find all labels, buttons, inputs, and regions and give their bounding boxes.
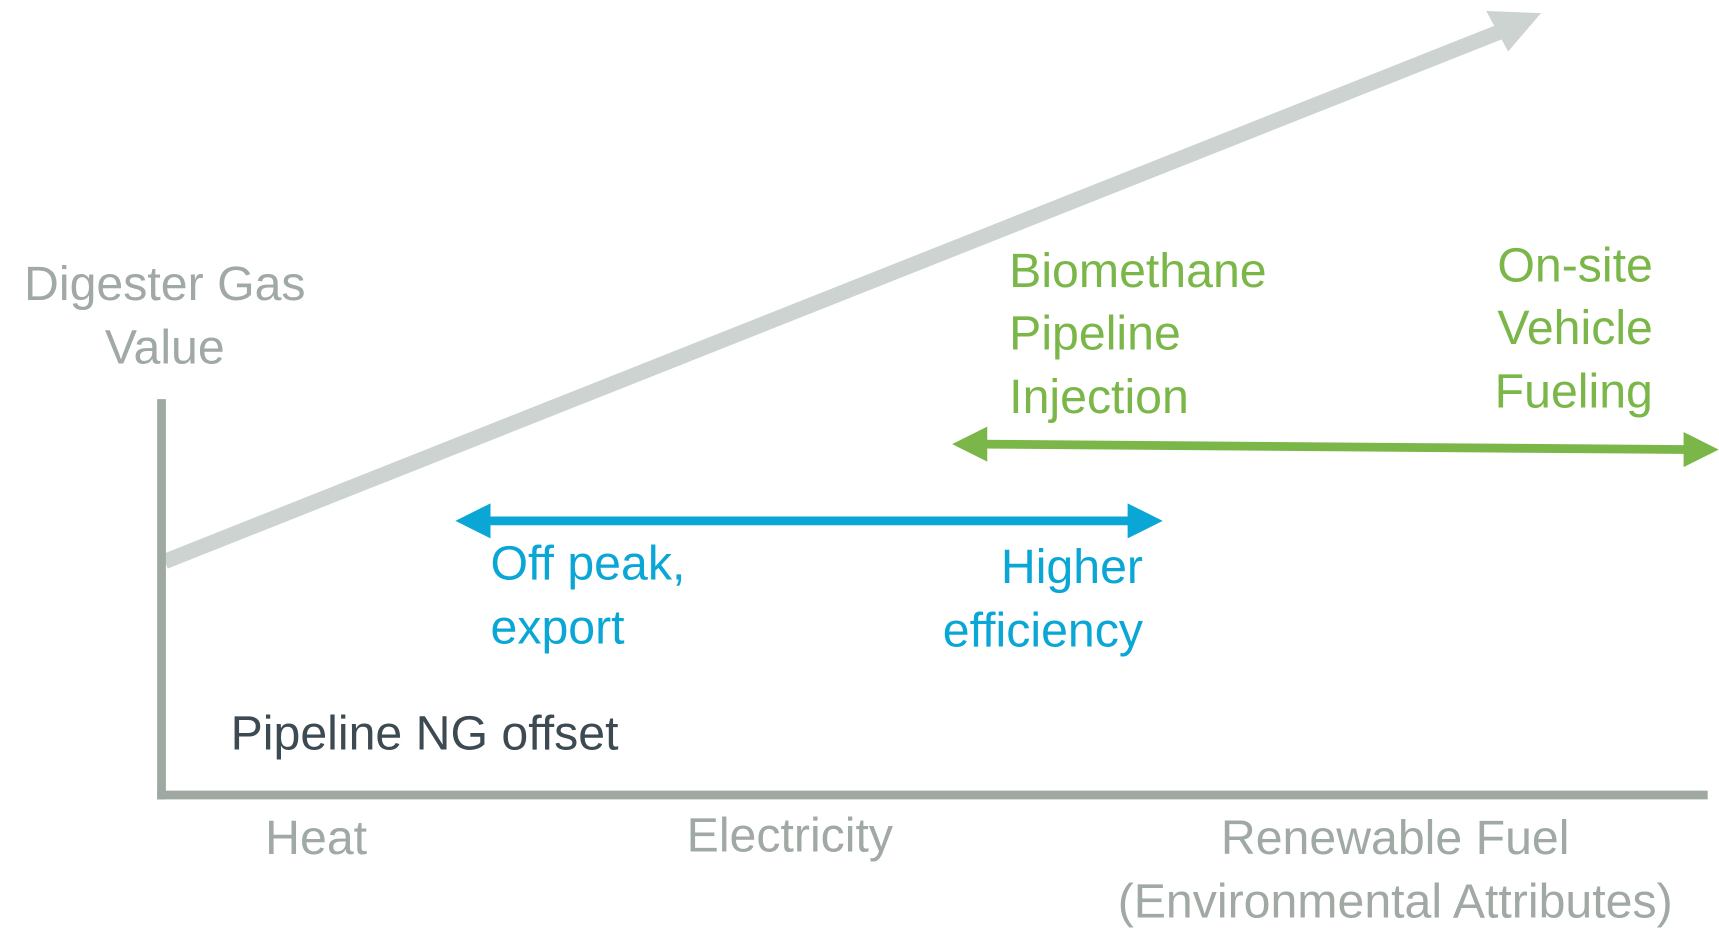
x-axis-label: Renewable Fuel [1221, 811, 1570, 865]
arrowhead-right [1683, 432, 1719, 468]
fuel-right-label: Vehicle [1497, 301, 1653, 355]
electricity-right-label: Higher [1001, 540, 1143, 594]
electricity-left-label: Off peak, [490, 537, 685, 591]
x-axis-label: (Environmental Attributes) [1118, 874, 1673, 928]
arrowhead-left [952, 426, 988, 462]
fuel-right-label: Fueling [1495, 365, 1653, 419]
fuel-left-label: Pipeline [1009, 306, 1181, 360]
electricity-left-label: export [490, 600, 625, 654]
x-axis-label: Electricity [687, 809, 894, 863]
electricity-right-label: efficiency [943, 604, 1144, 658]
value-arrowhead [1486, 10, 1542, 52]
fuel-right-label: On-site [1497, 238, 1652, 292]
fuel-left-label: Injection [1009, 370, 1189, 424]
baseline-label: Pipeline NG offset [231, 707, 619, 761]
fuel-range-arrow [979, 439, 1692, 454]
y-axis-label: Value [105, 321, 225, 375]
fuel-left-label: Biomethane [1009, 244, 1266, 298]
arrowhead-right [1127, 503, 1163, 539]
value-arrow [161, 23, 1506, 569]
x-axis-label: Heat [265, 811, 367, 865]
arrowhead-left [455, 503, 491, 539]
y-axis-label: Digester Gas [24, 257, 305, 311]
